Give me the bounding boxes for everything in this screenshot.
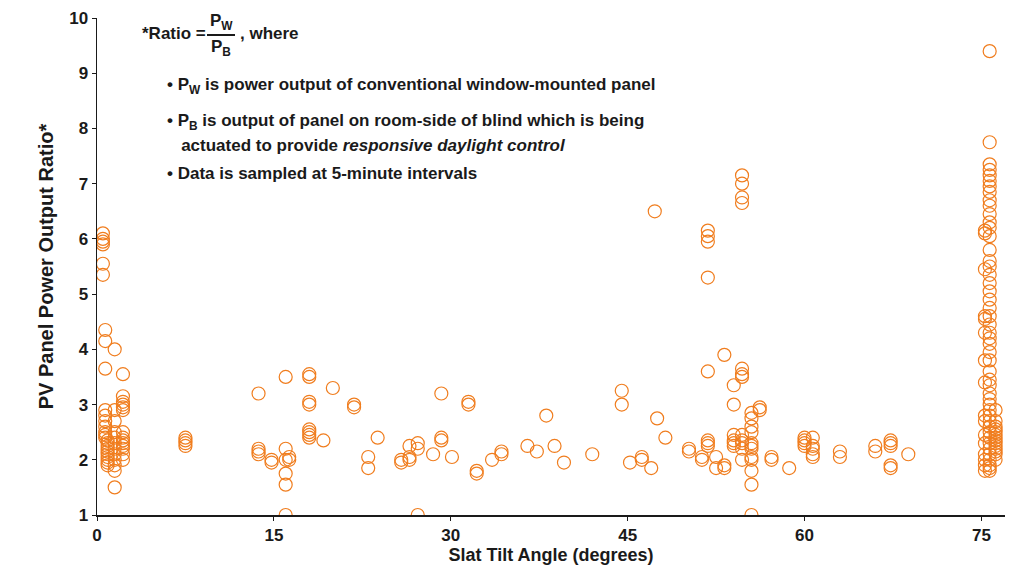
svg-text:4: 4 — [79, 340, 89, 359]
svg-text:9: 9 — [79, 64, 88, 83]
svg-text:actuated to provide responsive: actuated to provide responsive daylight … — [167, 136, 566, 155]
svg-text:10: 10 — [69, 9, 88, 28]
svg-text:3: 3 — [79, 396, 88, 415]
svg-text:45: 45 — [618, 526, 637, 545]
svg-text:30: 30 — [441, 526, 460, 545]
svg-text:6: 6 — [79, 230, 88, 249]
svg-text:8: 8 — [79, 119, 88, 138]
svg-text:7: 7 — [79, 175, 88, 194]
svg-text:P​B​: P​B​ — [211, 37, 231, 59]
svg-text:60: 60 — [795, 526, 814, 545]
svg-text:75: 75 — [972, 526, 991, 545]
svg-text:• P​W​ is power output of conv: • P​W​ is power output of conventional w… — [167, 75, 655, 97]
svg-text:1: 1 — [79, 506, 88, 525]
svg-text:P​W​: P​W​ — [210, 11, 233, 33]
svg-text:Slat Tilt Angle (degrees): Slat Tilt Angle (degrees) — [448, 545, 653, 565]
svg-text:*Ratio =: *Ratio = — [142, 24, 206, 43]
svg-text:, where: , where — [240, 24, 299, 43]
svg-text:5: 5 — [79, 285, 88, 304]
svg-text:• P​B​ is output of panel on r: • P​B​ is output of panel on room-side o… — [167, 111, 644, 133]
svg-text:0: 0 — [92, 526, 101, 545]
svg-text:• Data is sampled at 5-minute: • Data is sampled at 5-minute intervals — [167, 164, 477, 183]
svg-text:15: 15 — [264, 526, 283, 545]
svg-text:PV Panel Power Output Ratio*: PV Panel Power Output Ratio* — [35, 123, 57, 409]
svg-text:2: 2 — [79, 451, 88, 470]
